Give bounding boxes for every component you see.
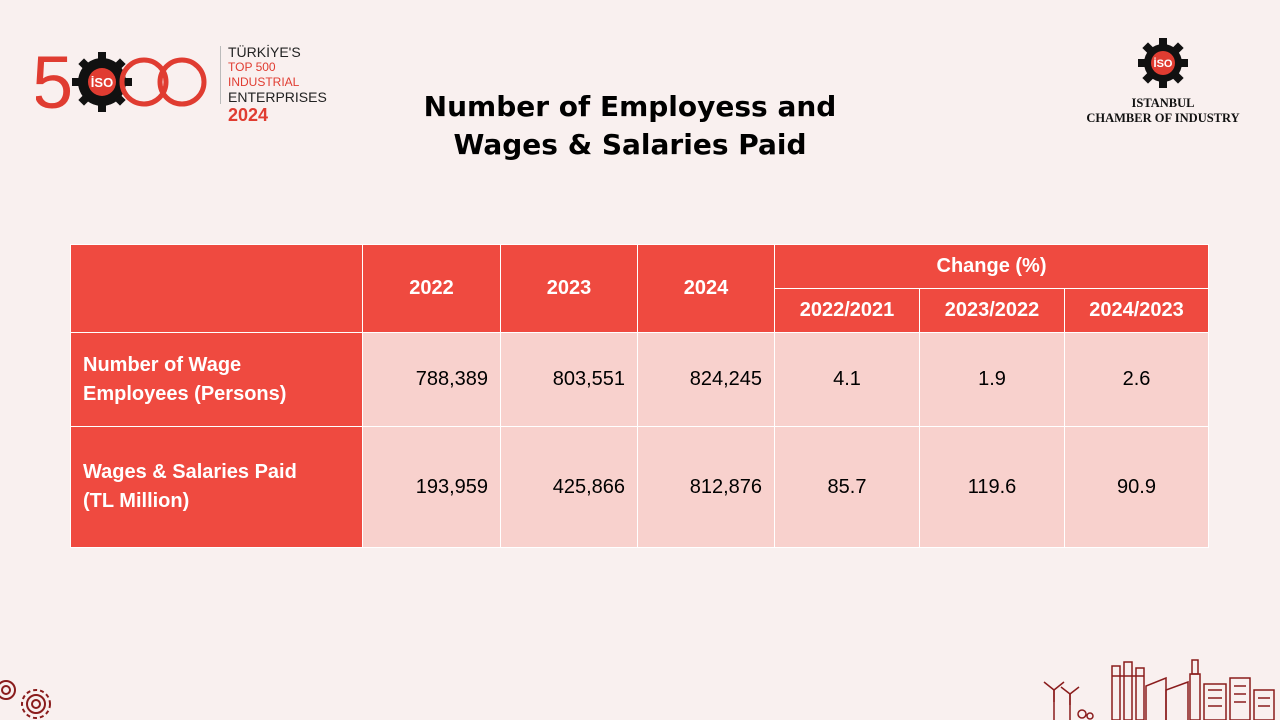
- cell-change: 1.9: [919, 332, 1065, 427]
- cell-value: 803,551: [500, 332, 638, 427]
- header-year-2023: 2023: [500, 244, 638, 333]
- cell-change: 119.6: [919, 426, 1065, 548]
- logo-badge-text: İSO: [91, 75, 113, 90]
- row-label-employees: Number of Wage Employees (Persons): [70, 332, 363, 427]
- logo-line-1: TÜRKİYE'S: [228, 44, 301, 60]
- title-line-2: Wages & Salaries Paid: [453, 128, 807, 161]
- header-change-2023-2022: 2023/2022: [919, 288, 1065, 333]
- iso-logo: İSO ISTANBUL CHAMBER OF INDUSTRY: [1076, 36, 1250, 126]
- logo-line-3: ENTERPRISES: [228, 89, 327, 105]
- factory-skyline-icon: [1043, 659, 1275, 720]
- top500-logo-mark: 5 İSO: [36, 41, 207, 118]
- cell-value: 824,245: [637, 332, 775, 427]
- row-label-line: Employees (Persons): [83, 382, 287, 405]
- header-change: Change (%): [774, 244, 1209, 289]
- table-row: Number of Wage Employees (Persons) 788,3…: [70, 332, 1209, 427]
- iso-badge-text: İSO: [1154, 57, 1173, 70]
- gears-icon: [0, 680, 51, 719]
- header-year-2022: 2022: [362, 244, 501, 333]
- top500-logo: 5 İSO TÜRKİYE'S TOP 500 INDUSTRIAL ENTER…: [36, 40, 327, 125]
- logo-text: TÜRKİYE'S TOP 500 INDUSTRIAL ENTERPRISES…: [228, 44, 327, 126]
- cell-value: 812,876: [637, 426, 775, 548]
- header-change-2022-2021: 2022/2021: [774, 288, 920, 333]
- org-name-line-1: ISTANBUL: [1131, 96, 1195, 110]
- logo-numeral: 5: [36, 41, 73, 118]
- cell-change: 85.7: [774, 426, 920, 548]
- row-label-wages: Wages & Salaries Paid (TL Million): [70, 426, 363, 548]
- logo-line-4: 2024: [228, 105, 269, 125]
- row-label-line: Number of Wage: [83, 353, 242, 376]
- gear-logo-icon: İSO: [1138, 38, 1188, 88]
- employment-table: 2022 2023 2024 Change (%) 2022/2021 2023…: [70, 244, 1209, 548]
- row-label-line: Wages & Salaries Paid: [83, 461, 297, 483]
- page-title: Number of Employess and Wages & Salaries…: [300, 88, 960, 164]
- row-label-line: (TL Million): [83, 490, 190, 512]
- org-name-line-2: CHAMBER OF INDUSTRY: [1086, 111, 1240, 125]
- cell-value: 788,389: [362, 332, 501, 427]
- cell-change: 90.9: [1064, 426, 1209, 548]
- logo-divider: [220, 46, 221, 104]
- cell-change: 4.1: [774, 332, 920, 427]
- header-corner-cell: [70, 244, 363, 333]
- logo-line-2: TOP 500 INDUSTRIAL: [228, 60, 300, 89]
- cell-change: 2.6: [1064, 332, 1209, 427]
- cell-value: 425,866: [500, 426, 638, 548]
- table-row: Wages & Salaries Paid (TL Million) 193,9…: [70, 426, 1209, 548]
- cell-value: 193,959: [362, 426, 501, 548]
- title-line-1: Number of Employess and: [423, 90, 837, 123]
- header-change-2024-2023: 2024/2023: [1064, 288, 1209, 333]
- gear-logo-icon: İSO: [72, 52, 132, 112]
- header-year-2024: 2024: [637, 244, 775, 333]
- logo-numeral-five: 5: [36, 41, 73, 118]
